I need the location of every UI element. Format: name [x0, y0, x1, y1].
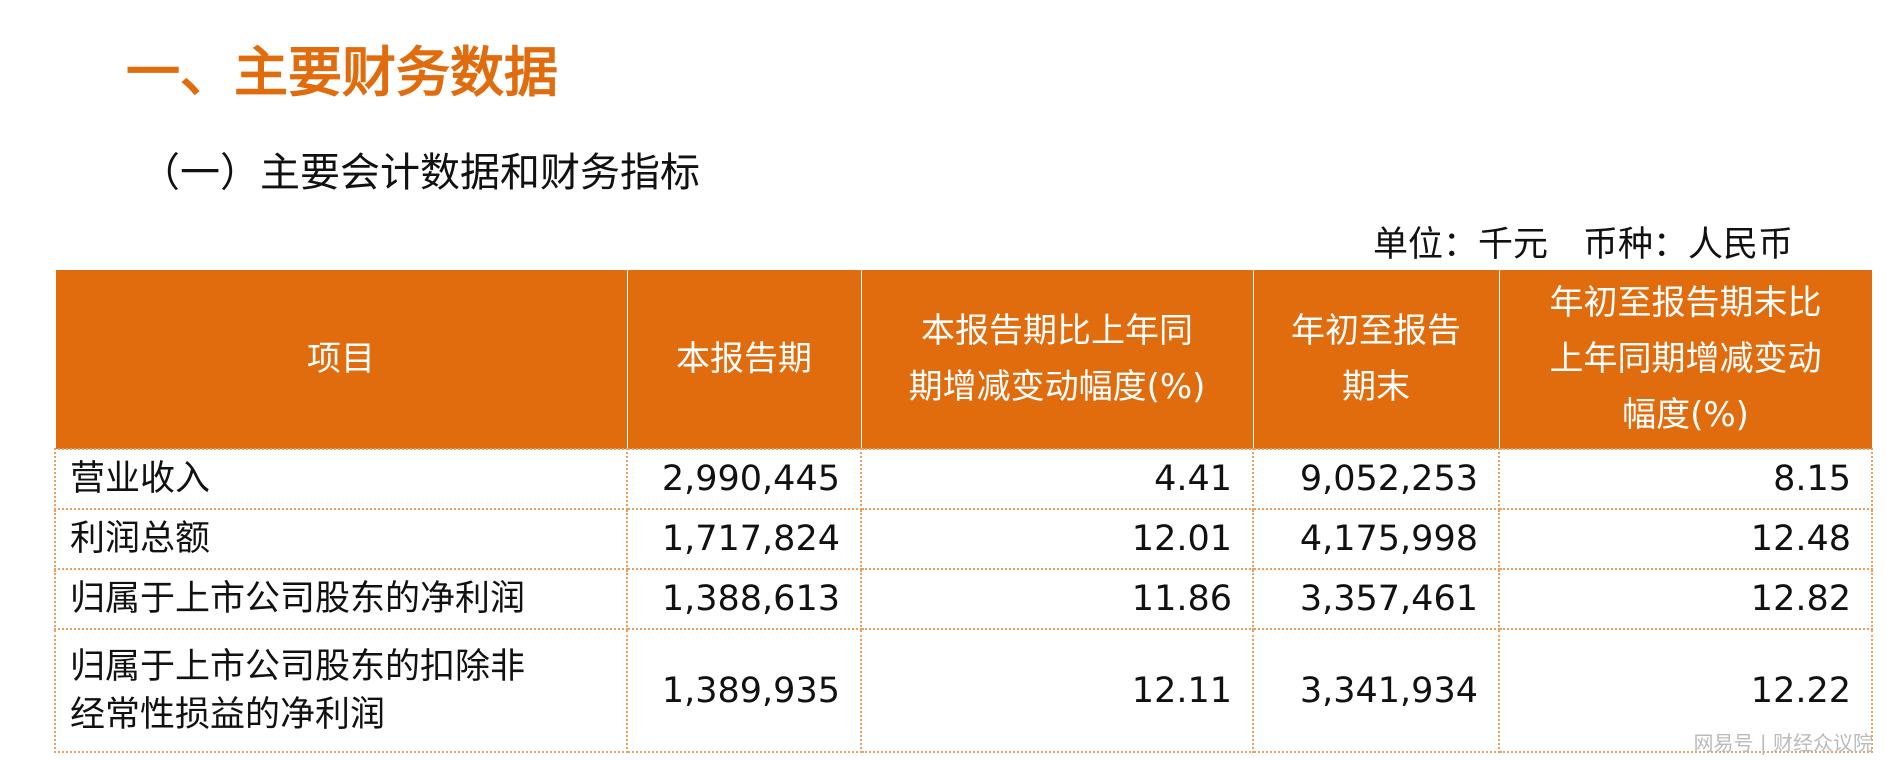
value-cell: 3,341,934	[1252, 628, 1500, 753]
text-line: 归属于上市公司股东的净利润	[70, 579, 526, 619]
title: 一、主要财务数据	[126, 41, 558, 104]
text-line: 项目	[307, 339, 375, 379]
value-cell: 12.22	[1498, 628, 1873, 753]
value-cell: 3,357,461	[1252, 568, 1500, 630]
unit-note: 单位：千元 币种：人民币	[1372, 225, 1793, 265]
value-cell: 11.86	[860, 568, 1254, 630]
table-row: 利润总额 1,717,824 12.01 4,175,998 12.48	[54, 508, 1873, 570]
value-cell: 1,389,935	[626, 628, 862, 753]
column-header: 年初至报告期末比 上年同期增减变动 幅度(%)	[1498, 269, 1873, 450]
text-line: 期末	[1342, 367, 1410, 407]
table-body: 营业收入 2,990,445 4.41 9,052,253 8.15 利润总额 1,717,…	[54, 448, 1873, 753]
value-cell: 8.15	[1498, 448, 1873, 510]
value-cell: 12.01	[860, 508, 1254, 570]
text-line: 经常性损益的净利润	[70, 694, 386, 735]
text-line: 年初至报告期末比	[1549, 283, 1822, 323]
value-cell: 4,175,998	[1252, 508, 1500, 570]
financial-table: 项目 本报告期 本报告期比上年同 期增减变动幅度(%) 年初至报告 期末 年初至报告期末比上…	[54, 269, 1873, 753]
text-line: 本报告期	[676, 339, 812, 379]
text-line: 年初至报告	[1291, 311, 1461, 351]
value-cell: 4.41	[860, 448, 1254, 510]
value-cell: 9,052,253	[1252, 448, 1500, 510]
row-label: 归属于上市公司股东的扣除非 经常性损益的净利润	[54, 628, 628, 753]
row-label: 归属于上市公司股东的净利润	[54, 568, 628, 630]
column-header: 本报告期比上年同 期增减变动幅度(%)	[860, 269, 1254, 450]
column-header: 项目	[54, 269, 628, 450]
table-row: 归属于上市公司股东的扣除非 经常性损益的净利润 1,389,935 12.11 3,34…	[54, 628, 1873, 753]
text-line: 期增减变动幅度(%)	[908, 367, 1206, 407]
row-label: 营业收入	[54, 448, 628, 510]
text-line: 营业收入	[70, 459, 211, 499]
text-line: 利润总额	[70, 519, 211, 559]
value-cell: 12.48	[1498, 508, 1873, 570]
subtitle: （一）主要会计数据和财务指标	[140, 150, 700, 196]
value-cell: 1,388,613	[626, 568, 862, 630]
header-row: 项目 本报告期 本报告期比上年同 期增减变动幅度(%) 年初至报告 期末 年初至报告期末比上…	[54, 269, 1873, 450]
text-line: 上年同期增减变动	[1549, 339, 1822, 379]
table-row: 归属于上市公司股东的净利润 1,388,613 11.86 3,357,461 12.8…	[54, 568, 1873, 630]
row-label: 利润总额	[54, 508, 628, 570]
value-cell: 2,990,445	[626, 448, 862, 510]
column-header: 本报告期	[626, 269, 862, 450]
text-line: 本报告期比上年同	[921, 311, 1193, 351]
value-cell: 12.11	[860, 628, 1254, 753]
column-header: 年初至报告 期末	[1252, 269, 1500, 450]
watermark: 网易号 | 财经众议院	[1693, 731, 1873, 755]
value-cell: 12.82	[1498, 568, 1873, 630]
value-cell: 1,717,824	[626, 508, 862, 570]
text-line: 幅度(%)	[1622, 395, 1749, 435]
table-row: 营业收入 2,990,445 4.41 9,052,253 8.15	[54, 448, 1873, 510]
text-line: 归属于上市公司股东的扣除非	[70, 646, 526, 687]
